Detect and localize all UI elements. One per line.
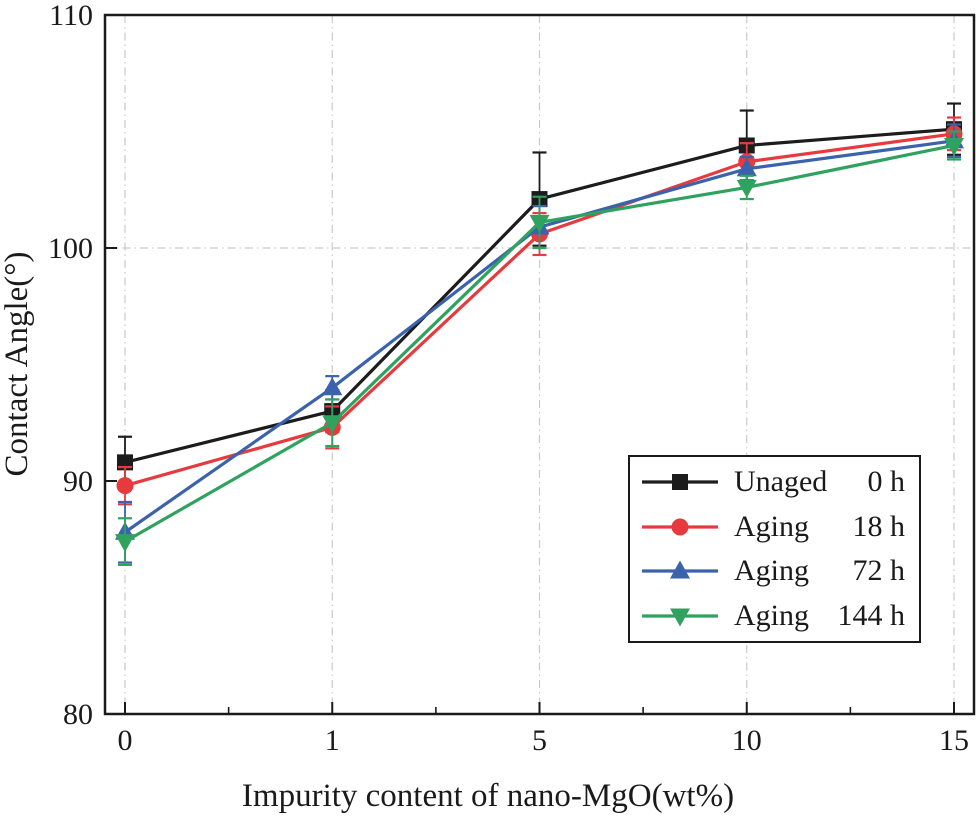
triangle-up-marker-aging-72-h-3	[736, 158, 757, 177]
series-layer	[115, 102, 964, 566]
legend-entry-aging-18-h: Aging 18 h	[642, 505, 905, 549]
legend-label-aging-144-h: Aging	[734, 599, 809, 633]
triangle-down-marker-aging-144-h-2	[529, 214, 550, 233]
legend-marker-aging-144-h	[670, 608, 690, 627]
legend-time-aging-18-h: 18 h	[852, 509, 906, 543]
legend-marker-aging-18-h	[671, 518, 689, 536]
legend-marker-unaged-0-h	[672, 473, 688, 490]
y-tick-label-80: 80	[63, 698, 93, 731]
legend-entry-aging-144-h: Aging 144 h	[642, 594, 905, 638]
triangle-down-marker-aging-144-h-3	[736, 179, 757, 198]
x-tick-label-10: 10	[732, 724, 762, 757]
x-tick-label-5: 5	[532, 724, 547, 757]
legend-label-unaged-0-h: Unaged	[734, 464, 828, 498]
triangle-down-marker-aging-144-h-0	[115, 534, 135, 553]
x-tick-label-0: 0	[118, 724, 133, 757]
triangle-down-marker-aging-144-h-4	[944, 137, 964, 156]
square-legend-icon	[642, 473, 718, 490]
legend-marker-aging-72-h	[670, 560, 690, 579]
circle-marker-aging-18-h-0	[116, 477, 134, 495]
legend-entry-unaged-0-h: Unaged 0 h	[642, 460, 905, 504]
legend-label-aging-18-h: Aging	[734, 509, 809, 543]
y-axis-title: Contact Angle(°)	[0, 252, 35, 477]
x-tick-label-15: 15	[939, 724, 969, 757]
chart-legend: Unaged 0 h Aging 18 h Aging 72 h Aging 144 h	[628, 455, 921, 643]
legend-time-aging-72-h: 72 h	[852, 554, 906, 588]
x-axis-title: Impurity content of nano-MgO(wt%)	[242, 778, 734, 814]
legend-entry-aging-72-h: Aging 72 h	[642, 549, 905, 593]
legend-time-unaged-0-h: 0 h	[867, 464, 906, 498]
y-tick-label-90: 90	[63, 465, 93, 498]
triangle-down-legend-icon	[642, 608, 718, 627]
triangle-up-legend-icon	[642, 560, 718, 579]
circle-legend-icon	[642, 518, 718, 536]
x-tick-label-1: 1	[325, 724, 340, 757]
triangle-down-marker-aging-144-h-1	[322, 415, 343, 434]
legend-time-aging-144-h: 144 h	[837, 599, 906, 633]
y-tick-label-100: 100	[48, 232, 93, 265]
triangle-up-marker-aging-72-h-1	[322, 377, 343, 396]
legend-label-aging-72-h: Aging	[734, 554, 809, 588]
series-aging-144-h	[115, 130, 964, 566]
y-tick-label-110: 110	[49, 0, 93, 32]
